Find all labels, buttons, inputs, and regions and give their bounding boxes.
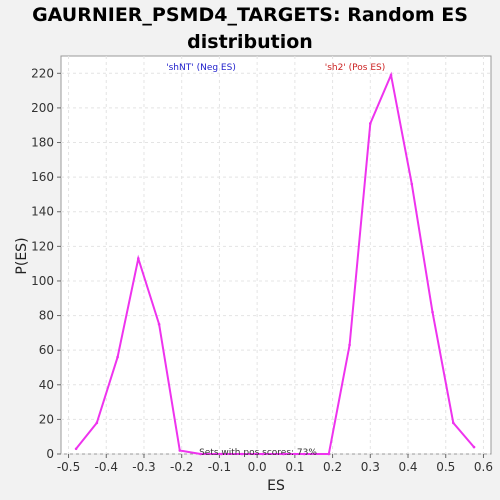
x-tick-label: 0.2 <box>323 460 342 474</box>
y-tick-label: 40 <box>39 378 54 392</box>
x-tick-label: 0.3 <box>361 460 380 474</box>
data-point <box>157 322 161 326</box>
data-point <box>389 73 393 77</box>
y-tick-label: 140 <box>31 205 54 219</box>
series-line <box>75 71 475 455</box>
data-point <box>282 452 285 456</box>
neg-es-label: 'shNT' (Neg ES) <box>166 63 236 73</box>
y-tick-label: 120 <box>31 239 54 253</box>
data-point <box>74 447 78 451</box>
x-tick-label: -0.4 <box>95 460 118 474</box>
data-point <box>137 257 140 260</box>
x-tick-label: 0.4 <box>398 460 417 474</box>
data-point <box>472 445 476 449</box>
data-point <box>410 182 414 186</box>
x-tick-label: -0.5 <box>57 460 80 474</box>
x-tick-label: -0.1 <box>208 460 231 474</box>
plot-area <box>60 55 492 455</box>
data-point <box>327 452 331 456</box>
axis-ticks: -0.5 -0.4 -0.3 -0.2 -0.1 0.0 0.1 0.2 0.3 0.4 0.5 0.… <box>31 66 493 474</box>
data-point <box>116 355 119 359</box>
x-tick-label: 0.1 <box>285 460 304 474</box>
data-point <box>240 452 244 456</box>
x-tick-label: 0.0 <box>248 460 267 474</box>
y-tick-label: 80 <box>39 309 54 323</box>
data-point <box>95 421 99 425</box>
y-tick-label: 220 <box>31 66 54 80</box>
x-tick-label: -0.2 <box>170 460 193 474</box>
x-tick-label: -0.3 <box>132 460 155 474</box>
y-tick-label: 180 <box>31 136 54 150</box>
y-tick-label: 0 <box>46 447 54 461</box>
grid-lines <box>61 56 491 455</box>
data-point <box>368 122 372 125</box>
y-tick-label: 60 <box>39 343 54 357</box>
y-tick-label: 20 <box>39 412 54 426</box>
data-point <box>178 449 182 452</box>
x-tick-label: 0.5 <box>436 460 455 474</box>
data-point <box>220 452 223 456</box>
y-tick-label: 160 <box>31 170 54 184</box>
data-point <box>302 452 306 456</box>
y-axis-label: P(ES) <box>14 237 30 274</box>
data-point <box>348 343 351 347</box>
pos-scores-label: Sets with pos scores: 73% <box>199 448 317 458</box>
y-tick-label: 100 <box>31 274 54 288</box>
x-tick-label: 0.6 <box>474 460 493 474</box>
x-axis-label: ES <box>267 478 285 494</box>
data-point <box>261 452 265 456</box>
chart-title: GAURNIER_PSMD4_TARGETS: Random ES distri… <box>32 4 468 53</box>
data-point <box>451 421 455 425</box>
data-point <box>431 310 434 314</box>
data-point <box>199 452 202 456</box>
pos-es-label: 'sh2' (Pos ES) <box>325 63 386 73</box>
y-tick-label: 200 <box>31 101 54 115</box>
